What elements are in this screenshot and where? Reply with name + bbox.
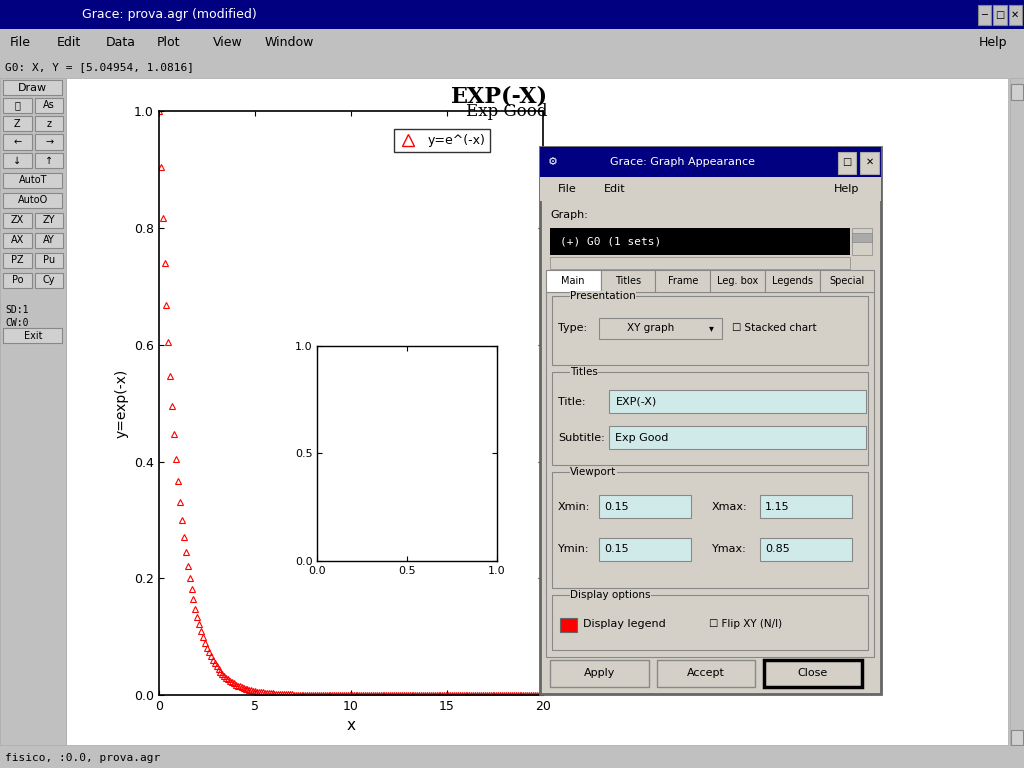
Text: Help: Help	[979, 36, 1008, 48]
Text: z: z	[47, 118, 51, 129]
Text: 0.15: 0.15	[604, 544, 629, 554]
Text: ☐ Stacked chart: ☐ Stacked chart	[732, 323, 817, 333]
Text: ☐ Flip XY (N/l): ☐ Flip XY (N/l)	[709, 619, 781, 630]
Text: AY: AY	[43, 235, 55, 246]
Text: Plot: Plot	[157, 36, 180, 48]
Text: Edit: Edit	[604, 184, 626, 194]
Text: Presentation: Presentation	[570, 290, 636, 301]
Text: Window: Window	[264, 36, 313, 48]
Text: Graph:: Graph:	[550, 210, 588, 220]
Text: Grace: prova.agr (modified): Grace: prova.agr (modified)	[82, 8, 257, 21]
Text: AutoO: AutoO	[17, 195, 48, 206]
Text: ▾: ▾	[710, 323, 714, 333]
Text: View: View	[213, 36, 243, 48]
Text: EXP(-X): EXP(-X)	[615, 396, 656, 407]
Text: Frame: Frame	[668, 276, 698, 286]
Text: File: File	[557, 184, 577, 194]
Text: As: As	[43, 100, 55, 111]
Text: Titles: Titles	[614, 276, 641, 286]
Text: AutoT: AutoT	[18, 175, 47, 186]
Text: Subtitle:: Subtitle:	[558, 432, 605, 443]
Text: Cy: Cy	[43, 275, 55, 286]
Text: Ymax:: Ymax:	[712, 544, 746, 554]
Text: Accept: Accept	[687, 668, 725, 678]
Text: ↓: ↓	[13, 155, 22, 166]
Text: fisico, :0.0, prova.agr: fisico, :0.0, prova.agr	[5, 753, 161, 763]
Text: (+) G0 (1 sets): (+) G0 (1 sets)	[560, 237, 662, 247]
Text: ←: ←	[13, 137, 22, 147]
Text: G0: X, Y = [5.04954, 1.0816]: G0: X, Y = [5.04954, 1.0816]	[5, 61, 195, 72]
Text: 0.15: 0.15	[604, 502, 629, 512]
Text: Viewport: Viewport	[570, 467, 616, 478]
Text: Type:: Type:	[558, 323, 587, 333]
Text: Help: Help	[834, 184, 859, 194]
Text: 🔍: 🔍	[14, 100, 20, 111]
Text: Titles: Titles	[570, 367, 598, 378]
Text: □: □	[994, 9, 1005, 20]
Text: PZ: PZ	[11, 255, 24, 266]
Text: ↑: ↑	[45, 155, 53, 166]
Text: Xmin:: Xmin:	[558, 502, 591, 512]
Text: Xmax:: Xmax:	[712, 502, 748, 512]
Text: Edit: Edit	[56, 36, 81, 48]
Text: Exit: Exit	[24, 330, 42, 341]
Text: Po: Po	[11, 275, 24, 286]
Text: Title:: Title:	[558, 396, 586, 407]
Text: CW:0: CW:0	[5, 317, 29, 328]
Text: ZY: ZY	[43, 215, 55, 226]
Text: Draw: Draw	[18, 82, 47, 93]
Text: XY graph: XY graph	[627, 323, 674, 333]
Text: Main: Main	[561, 276, 585, 286]
Text: Special: Special	[829, 276, 864, 286]
Text: Ymin:: Ymin:	[558, 544, 590, 554]
Text: 0.85: 0.85	[765, 544, 790, 554]
Text: Display legend: Display legend	[583, 619, 666, 630]
Text: SD:1: SD:1	[5, 305, 29, 316]
Text: EXP(-X): EXP(-X)	[451, 85, 548, 107]
Text: □: □	[842, 157, 852, 167]
Text: Z: Z	[14, 118, 20, 129]
Text: ✕: ✕	[1011, 9, 1019, 20]
Text: Pu: Pu	[43, 255, 55, 266]
Text: Legends: Legends	[772, 276, 813, 286]
Legend: y=e^(-x): y=e^(-x)	[394, 129, 490, 152]
Text: Close: Close	[798, 668, 828, 678]
Text: Data: Data	[105, 36, 135, 48]
X-axis label: x: x	[346, 718, 355, 733]
Y-axis label: y=exp(-x): y=exp(-x)	[115, 369, 128, 438]
Text: File: File	[10, 36, 32, 48]
Text: Apply: Apply	[584, 668, 614, 678]
Text: Grace: Graph Appearance: Grace: Graph Appearance	[610, 157, 756, 167]
Text: Display options: Display options	[570, 590, 651, 601]
Text: Exp Good: Exp Good	[615, 432, 669, 443]
Text: ✕: ✕	[865, 157, 873, 167]
Text: Exp Good: Exp Good	[466, 103, 548, 120]
Text: Leg. box: Leg. box	[717, 276, 758, 286]
Text: ─: ─	[981, 9, 987, 20]
Text: →: →	[45, 137, 53, 147]
Text: ZX: ZX	[11, 215, 24, 226]
Text: 1.15: 1.15	[765, 502, 790, 512]
Text: AX: AX	[11, 235, 24, 246]
Text: ⚙: ⚙	[548, 157, 558, 167]
